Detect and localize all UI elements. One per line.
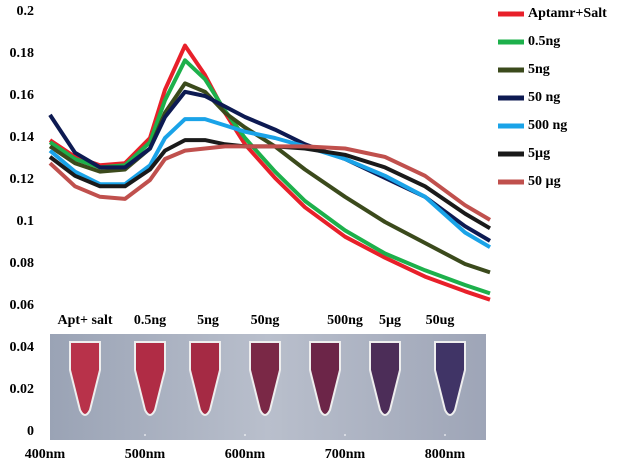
y-tick-label: 0.16 — [10, 88, 35, 103]
y-tick-label: 0.12 — [10, 172, 35, 187]
tube-label: 50ug — [426, 313, 455, 328]
x-tick-label: 800nm — [425, 447, 466, 462]
series-line — [48, 117, 492, 249]
series-line — [48, 138, 492, 231]
tube-label: 500ng — [327, 313, 363, 328]
tubes — [69, 341, 466, 416]
x-tick-label: 400nm — [25, 447, 66, 462]
x-tick-label: 500nm — [125, 447, 166, 462]
y-tick-label: 0.18 — [10, 46, 35, 61]
x-tick-label: 700nm — [325, 447, 366, 462]
legend-label: 50 ng — [528, 90, 560, 105]
x-tick-label: 600nm — [225, 447, 266, 462]
legend-label: 500 ng — [528, 118, 567, 133]
legend-label: 5ng — [528, 62, 550, 77]
y-tick-label: 0.08 — [10, 256, 35, 271]
y-tick-label: 0.04 — [10, 340, 35, 355]
y-tick-label: 0.14 — [10, 130, 35, 145]
y-tick-label: 0.2 — [17, 4, 35, 19]
y-tick-label: 0.02 — [10, 382, 35, 397]
series-line — [48, 43, 491, 302]
legend-label: Aptamr+Salt — [528, 6, 607, 21]
tube-photo — [50, 334, 486, 440]
y-tick-label: 0 — [27, 424, 34, 439]
tube-label: 5ng — [197, 313, 219, 328]
legend-label: 50 µg — [528, 174, 561, 189]
tube-label: 50ng — [251, 313, 280, 328]
tube-label: 0.5ng — [134, 313, 166, 328]
tube-label: Apt+ salt — [57, 313, 112, 328]
series-line — [48, 144, 492, 222]
legend-label: 5µg — [528, 146, 550, 161]
tube-label: 5µg — [379, 313, 401, 328]
series-line — [48, 81, 491, 275]
y-tick-label: 0.06 — [10, 298, 35, 313]
legend-label: 0.5ng — [528, 34, 560, 49]
y-tick-label: 0.1 — [17, 214, 35, 229]
